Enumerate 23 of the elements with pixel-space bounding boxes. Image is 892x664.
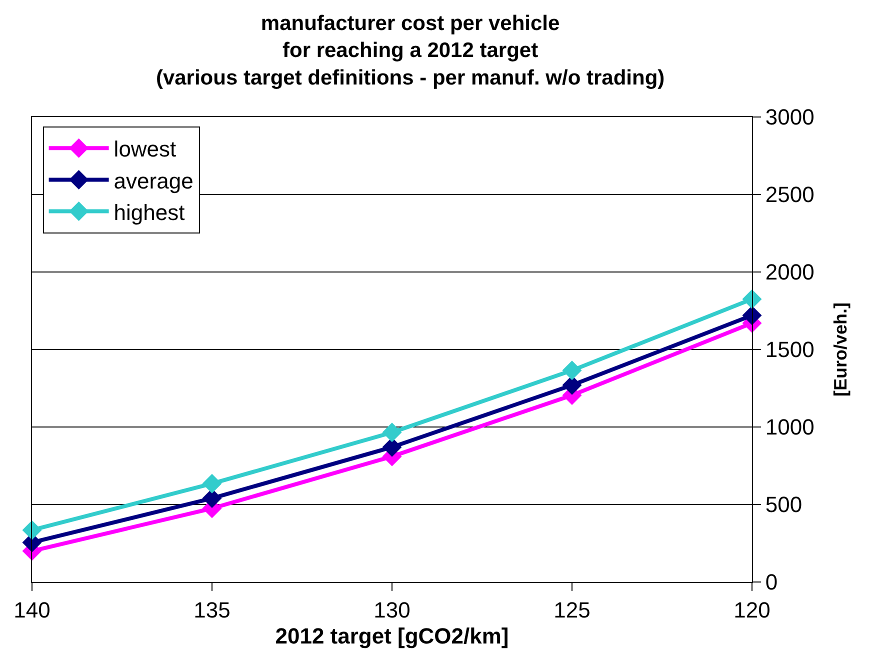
legend-label: lowest <box>114 136 176 162</box>
point <box>562 360 582 380</box>
y-axis-title: [Euro/veh.] <box>830 302 850 397</box>
x-axis-title: 2012 target [gCO2/km] <box>275 623 509 648</box>
x-tick-label: 135 <box>194 597 230 622</box>
point <box>742 289 762 309</box>
y-tick-label: 1000 <box>765 414 814 440</box>
y-tick-label: 500 <box>765 492 802 518</box>
x-tick-label: 125 <box>554 597 590 622</box>
point <box>382 422 402 442</box>
point <box>202 474 222 494</box>
point <box>22 520 42 540</box>
legend-label: average <box>114 168 194 194</box>
legend-label: highest <box>114 200 185 225</box>
y-tick-label: 2000 <box>765 260 814 285</box>
x-tick-label: 120 <box>734 597 770 622</box>
chart-title: manufacturer cost per vehicle for reaching a 2012 target (various target definitions - per manuf. w/o trading) <box>156 12 665 90</box>
y-tick-label: 1500 <box>765 337 814 362</box>
x-tick-label: 140 <box>14 597 50 622</box>
y-tick-label: 0 <box>765 570 778 595</box>
y-tick-label: 3000 <box>765 104 814 130</box>
y-tick-label: 2500 <box>765 182 814 208</box>
x-tick-label: 130 <box>374 597 410 622</box>
